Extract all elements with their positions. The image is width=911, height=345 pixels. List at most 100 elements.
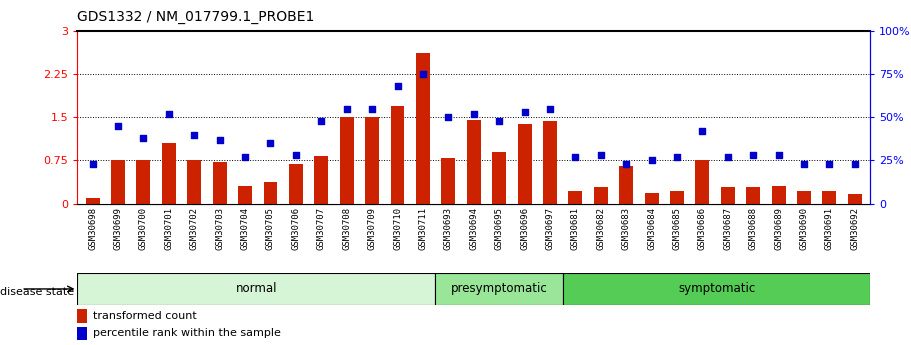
- Point: [619, 161, 633, 167]
- Point: [390, 83, 404, 89]
- Bar: [77, 309, 87, 323]
- Bar: [340, 117, 353, 204]
- Point: [695, 128, 710, 134]
- Point: [340, 106, 354, 111]
- Point: [212, 137, 227, 142]
- Bar: [517, 124, 531, 204]
- Point: [568, 154, 583, 160]
- Point: [289, 152, 303, 158]
- Text: GSM30686: GSM30686: [698, 207, 707, 250]
- Text: GSM30691: GSM30691: [824, 207, 834, 250]
- Bar: [772, 186, 785, 204]
- Text: GSM30708: GSM30708: [343, 207, 352, 250]
- Point: [263, 140, 278, 146]
- Bar: [77, 327, 87, 340]
- Text: GSM30699: GSM30699: [114, 207, 123, 250]
- Point: [137, 135, 151, 141]
- Text: GSM30710: GSM30710: [393, 207, 402, 250]
- Point: [314, 118, 329, 124]
- Text: transformed count: transformed count: [93, 311, 197, 321]
- Text: GSM30704: GSM30704: [241, 207, 250, 250]
- Text: GDS1332 / NM_017799.1_PROBE1: GDS1332 / NM_017799.1_PROBE1: [77, 10, 315, 24]
- Text: percentile rank within the sample: percentile rank within the sample: [93, 328, 281, 338]
- Text: presymptomatic: presymptomatic: [451, 283, 548, 295]
- Bar: [162, 143, 176, 204]
- Point: [796, 161, 811, 167]
- Bar: [263, 182, 278, 204]
- Text: symptomatic: symptomatic: [678, 283, 755, 295]
- Text: GSM30688: GSM30688: [749, 207, 758, 250]
- Text: GSM30707: GSM30707: [317, 207, 326, 250]
- Text: normal: normal: [236, 283, 277, 295]
- Text: GSM30690: GSM30690: [800, 207, 808, 250]
- Text: GSM30687: GSM30687: [723, 207, 732, 250]
- Bar: [695, 160, 710, 204]
- Bar: [619, 166, 633, 204]
- Point: [670, 154, 684, 160]
- Bar: [563, 273, 870, 305]
- Text: GSM30702: GSM30702: [189, 207, 199, 250]
- Point: [86, 161, 100, 167]
- Bar: [416, 53, 430, 204]
- Bar: [823, 191, 836, 204]
- Point: [644, 158, 659, 163]
- Point: [364, 106, 379, 111]
- Point: [492, 118, 507, 124]
- Bar: [238, 186, 252, 204]
- Bar: [645, 193, 659, 204]
- Point: [822, 161, 836, 167]
- Bar: [212, 161, 227, 204]
- Point: [111, 123, 126, 129]
- Point: [161, 111, 176, 117]
- Bar: [670, 191, 684, 204]
- Point: [543, 106, 558, 111]
- Point: [772, 152, 786, 158]
- Bar: [188, 160, 201, 204]
- Point: [238, 154, 252, 160]
- Bar: [77, 273, 435, 305]
- Bar: [721, 187, 735, 204]
- Bar: [797, 191, 811, 204]
- Bar: [391, 106, 404, 204]
- Text: disease state: disease state: [0, 287, 74, 296]
- Bar: [746, 187, 760, 204]
- Bar: [441, 158, 456, 204]
- Text: GSM30700: GSM30700: [139, 207, 148, 250]
- Bar: [848, 194, 862, 204]
- Point: [593, 152, 608, 158]
- Point: [721, 154, 735, 160]
- Text: GSM30703: GSM30703: [215, 207, 224, 250]
- Point: [847, 161, 862, 167]
- Text: GSM30696: GSM30696: [520, 207, 529, 250]
- Text: GSM30681: GSM30681: [571, 207, 579, 250]
- Point: [441, 115, 456, 120]
- Point: [187, 132, 201, 137]
- Text: GSM30685: GSM30685: [672, 207, 681, 250]
- Text: GSM30695: GSM30695: [495, 207, 504, 250]
- Bar: [289, 165, 302, 204]
- Text: GSM30709: GSM30709: [368, 207, 376, 250]
- Bar: [543, 121, 557, 204]
- Bar: [111, 160, 125, 204]
- Text: GSM30711: GSM30711: [418, 207, 427, 250]
- Text: GSM30698: GSM30698: [88, 207, 97, 250]
- Point: [517, 109, 532, 115]
- Text: GSM30705: GSM30705: [266, 207, 275, 250]
- Bar: [86, 198, 99, 204]
- Point: [415, 71, 430, 77]
- Bar: [137, 160, 150, 204]
- Text: GSM30693: GSM30693: [444, 207, 453, 250]
- Bar: [435, 273, 563, 305]
- Point: [466, 111, 481, 117]
- Point: [746, 152, 761, 158]
- Text: GSM30701: GSM30701: [164, 207, 173, 250]
- Bar: [314, 156, 328, 204]
- Text: GSM30689: GSM30689: [774, 207, 783, 250]
- Bar: [466, 120, 481, 204]
- Bar: [594, 187, 608, 204]
- Bar: [568, 191, 582, 204]
- Text: GSM30697: GSM30697: [546, 207, 555, 250]
- Text: GSM30692: GSM30692: [850, 207, 859, 250]
- Text: GSM30684: GSM30684: [647, 207, 656, 250]
- Text: GSM30706: GSM30706: [292, 207, 301, 250]
